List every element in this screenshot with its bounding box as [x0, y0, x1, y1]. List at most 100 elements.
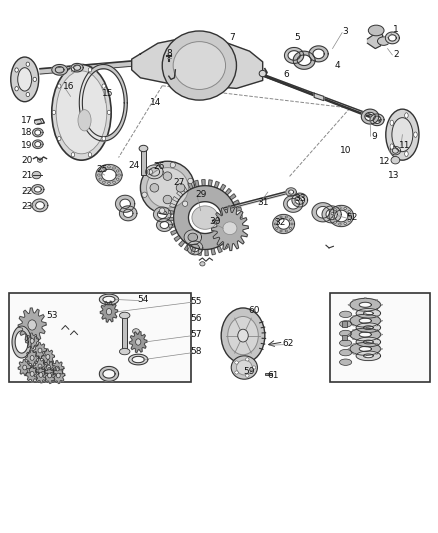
Text: 17: 17	[21, 116, 33, 125]
Text: 22: 22	[21, 187, 32, 196]
Ellipse shape	[223, 222, 237, 235]
Ellipse shape	[348, 349, 350, 350]
Ellipse shape	[331, 213, 333, 215]
Ellipse shape	[39, 373, 43, 377]
Ellipse shape	[280, 230, 282, 232]
Ellipse shape	[290, 219, 292, 221]
Ellipse shape	[52, 110, 56, 115]
Polygon shape	[79, 64, 127, 141]
Polygon shape	[96, 165, 122, 185]
Ellipse shape	[414, 132, 417, 138]
Ellipse shape	[46, 354, 50, 359]
Ellipse shape	[386, 109, 419, 160]
Ellipse shape	[344, 222, 346, 224]
Ellipse shape	[375, 316, 378, 317]
Ellipse shape	[11, 57, 39, 102]
Polygon shape	[237, 214, 242, 217]
Ellipse shape	[375, 353, 378, 354]
Polygon shape	[217, 246, 222, 253]
Ellipse shape	[48, 373, 52, 378]
Ellipse shape	[150, 183, 159, 192]
Polygon shape	[25, 366, 39, 382]
Polygon shape	[25, 350, 39, 366]
Ellipse shape	[339, 321, 352, 327]
Polygon shape	[191, 247, 196, 254]
Text: 30: 30	[209, 217, 220, 226]
Text: 8: 8	[166, 50, 172, 58]
Ellipse shape	[364, 311, 367, 312]
Ellipse shape	[118, 174, 120, 176]
Ellipse shape	[113, 167, 115, 169]
Ellipse shape	[28, 320, 36, 330]
Ellipse shape	[139, 146, 148, 152]
Ellipse shape	[117, 178, 119, 180]
Ellipse shape	[364, 327, 367, 328]
Ellipse shape	[141, 161, 194, 214]
Polygon shape	[212, 206, 248, 251]
Ellipse shape	[57, 84, 61, 88]
Ellipse shape	[108, 182, 110, 184]
Ellipse shape	[18, 68, 32, 91]
Ellipse shape	[375, 344, 378, 345]
Polygon shape	[32, 128, 43, 137]
Polygon shape	[292, 193, 307, 207]
Text: 32: 32	[275, 219, 286, 228]
Polygon shape	[370, 114, 384, 126]
Polygon shape	[356, 351, 381, 361]
Polygon shape	[223, 243, 228, 249]
Ellipse shape	[405, 113, 408, 118]
Text: 61: 61	[268, 371, 279, 380]
Ellipse shape	[106, 309, 112, 315]
Ellipse shape	[339, 359, 352, 366]
Ellipse shape	[276, 228, 278, 229]
Ellipse shape	[57, 136, 61, 141]
Ellipse shape	[368, 25, 384, 36]
Polygon shape	[284, 195, 303, 212]
Polygon shape	[235, 207, 241, 211]
Text: 10: 10	[340, 146, 351, 155]
Polygon shape	[182, 186, 187, 192]
Ellipse shape	[88, 152, 92, 157]
Text: 14: 14	[150, 98, 161, 107]
Polygon shape	[168, 217, 174, 221]
Polygon shape	[356, 323, 381, 333]
Ellipse shape	[334, 221, 336, 223]
Ellipse shape	[353, 344, 355, 345]
Ellipse shape	[237, 360, 252, 375]
Bar	[330, 293, 430, 382]
Ellipse shape	[15, 68, 18, 72]
Text: 57: 57	[191, 330, 202, 339]
Ellipse shape	[34, 119, 41, 125]
Ellipse shape	[38, 348, 42, 353]
Polygon shape	[168, 210, 174, 214]
Polygon shape	[169, 224, 175, 228]
Ellipse shape	[102, 136, 106, 141]
Ellipse shape	[339, 350, 352, 356]
Text: 24: 24	[128, 161, 139, 170]
Ellipse shape	[280, 216, 282, 218]
Text: 9: 9	[371, 132, 377, 141]
Ellipse shape	[380, 349, 382, 350]
Polygon shape	[220, 184, 226, 191]
Text: 15: 15	[102, 89, 113, 98]
Text: 62: 62	[283, 339, 293, 348]
Polygon shape	[233, 200, 239, 205]
Polygon shape	[43, 368, 56, 383]
Polygon shape	[184, 244, 190, 251]
Polygon shape	[234, 227, 240, 232]
Text: 5: 5	[295, 34, 300, 43]
Polygon shape	[32, 184, 44, 194]
Ellipse shape	[108, 166, 110, 168]
Ellipse shape	[71, 152, 75, 157]
Polygon shape	[223, 191, 290, 210]
Ellipse shape	[375, 339, 378, 340]
Ellipse shape	[334, 209, 336, 211]
Ellipse shape	[26, 62, 29, 66]
Bar	[141, 149, 146, 175]
Ellipse shape	[353, 309, 355, 310]
Ellipse shape	[47, 365, 51, 370]
Ellipse shape	[375, 329, 378, 330]
Ellipse shape	[285, 216, 287, 218]
Ellipse shape	[173, 42, 226, 90]
Polygon shape	[12, 326, 31, 358]
